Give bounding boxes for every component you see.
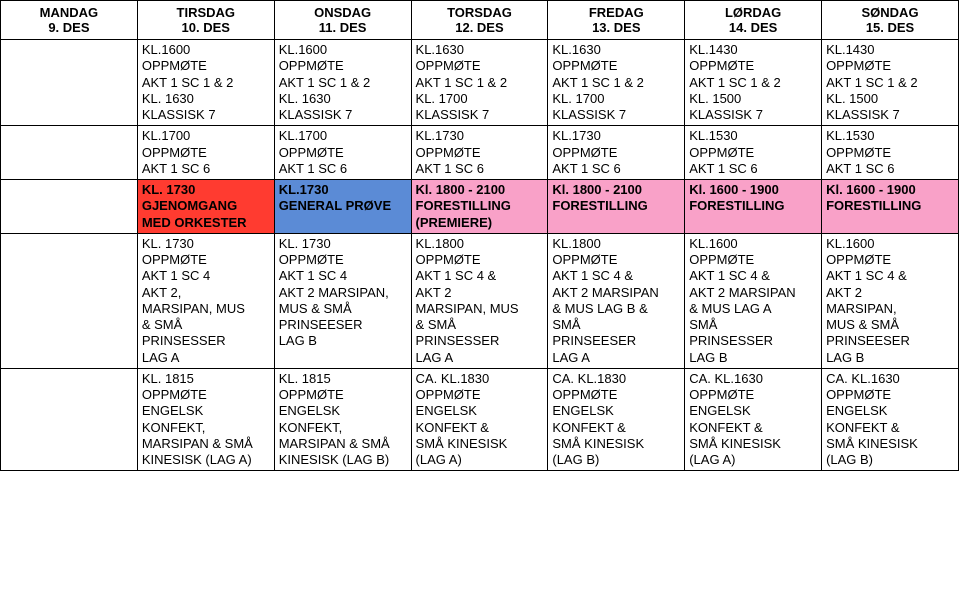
cell-text: KL.1430 OPPMØTE AKT 1 SC 1 & 2 KL. 1500 …: [826, 42, 954, 123]
cell-text: KL.1800 OPPMØTE AKT 1 SC 4 & AKT 2 MARSI…: [552, 236, 680, 366]
table-cell: KL.1800 OPPMØTE AKT 1 SC 4 & AKT 2 MARSI…: [548, 233, 685, 368]
cell-text: KL. 1730 GJENOMGANG MED ORKESTER: [142, 182, 270, 231]
table-cell: KL. 1730 GJENOMGANG MED ORKESTER: [137, 180, 274, 234]
table-cell: KL.1600 OPPMØTE AKT 1 SC 4 & AKT 2 MARSI…: [685, 233, 822, 368]
cell-text: Kl. 1800 - 2100 FORESTILLING: [552, 182, 680, 215]
table-cell: KL. 1730 OPPMØTE AKT 1 SC 4 AKT 2 MARSIP…: [274, 233, 411, 368]
cell-text: Kl. 1800 - 2100 FORESTILLING (PREMIERE): [416, 182, 544, 231]
header-date: 10. DES: [140, 20, 272, 35]
cell-text: KL. 1815 OPPMØTE ENGELSK KONFEKT, MARSIP…: [142, 371, 270, 469]
cell-text: KL.1730 OPPMØTE AKT 1 SC 6: [416, 128, 544, 177]
header-cell: MANDAG9. DES: [1, 1, 138, 40]
table-cell: KL.1730 OPPMØTE AKT 1 SC 6: [411, 126, 548, 180]
cell-text: KL.1730 GENERAL PRØVE: [279, 182, 407, 215]
header-date: 15. DES: [824, 20, 956, 35]
header-cell: LØRDAG14. DES: [685, 1, 822, 40]
cell-text: KL.1600 OPPMØTE AKT 1 SC 4 & AKT 2 MARSI…: [689, 236, 817, 366]
table-cell: Kl. 1800 - 2100 FORESTILLING (PREMIERE): [411, 180, 548, 234]
table-cell: KL.1800 OPPMØTE AKT 1 SC 4 & AKT 2 MARSI…: [411, 233, 548, 368]
cell-text: KL.1530 OPPMØTE AKT 1 SC 6: [826, 128, 954, 177]
cell-text: CA. KL.1630 OPPMØTE ENGELSK KONFEKT & SM…: [826, 371, 954, 469]
header-day: FREDAG: [550, 5, 682, 20]
cell-text: KL.1800 OPPMØTE AKT 1 SC 4 & AKT 2 MARSI…: [416, 236, 544, 366]
header-date: 9. DES: [3, 20, 135, 35]
cell-text: KL. 1730 OPPMØTE AKT 1 SC 4 AKT 2, MARSI…: [142, 236, 270, 366]
table-cell: KL. 1815 OPPMØTE ENGELSK KONFEKT, MARSIP…: [274, 368, 411, 471]
cell-text: CA. KL.1830 OPPMØTE ENGELSK KONFEKT & SM…: [552, 371, 680, 469]
table-cell: [1, 368, 138, 471]
table-cell: [1, 126, 138, 180]
cell-text: KL.1600 OPPMØTE AKT 1 SC 4 & AKT 2 MARSI…: [826, 236, 954, 366]
table-cell: Kl. 1600 - 1900 FORESTILLING: [685, 180, 822, 234]
header-day: TIRSDAG: [140, 5, 272, 20]
header-cell: FREDAG13. DES: [548, 1, 685, 40]
table-cell: KL.1600 OPPMØTE AKT 1 SC 1 & 2 KL. 1630 …: [274, 40, 411, 126]
table-cell: CA. KL.1830 OPPMØTE ENGELSK KONFEKT & SM…: [411, 368, 548, 471]
table-row: KL.1600 OPPMØTE AKT 1 SC 1 & 2 KL. 1630 …: [1, 40, 959, 126]
table-row: KL. 1815 OPPMØTE ENGELSK KONFEKT, MARSIP…: [1, 368, 959, 471]
header-date: 12. DES: [414, 20, 546, 35]
table-cell: KL.1530 OPPMØTE AKT 1 SC 6: [685, 126, 822, 180]
cell-text: KL.1730 OPPMØTE AKT 1 SC 6: [552, 128, 680, 177]
cell-text: KL.1700 OPPMØTE AKT 1 SC 6: [279, 128, 407, 177]
cell-text: CA. KL.1630 OPPMØTE ENGELSK KONFEKT & SM…: [689, 371, 817, 469]
table-cell: KL.1630 OPPMØTE AKT 1 SC 1 & 2 KL. 1700 …: [411, 40, 548, 126]
table-cell: [1, 233, 138, 368]
table-cell: CA. KL.1630 OPPMØTE ENGELSK KONFEKT & SM…: [822, 368, 959, 471]
header-day: ONSDAG: [277, 5, 409, 20]
table-cell: [1, 40, 138, 126]
header-cell: TORSDAG12. DES: [411, 1, 548, 40]
table-cell: KL.1430 OPPMØTE AKT 1 SC 1 & 2 KL. 1500 …: [822, 40, 959, 126]
table-cell: KL.1730 GENERAL PRØVE: [274, 180, 411, 234]
cell-text: KL.1600 OPPMØTE AKT 1 SC 1 & 2 KL. 1630 …: [142, 42, 270, 123]
table-cell: KL.1630 OPPMØTE AKT 1 SC 1 & 2 KL. 1700 …: [548, 40, 685, 126]
cell-text: KL.1700 OPPMØTE AKT 1 SC 6: [142, 128, 270, 177]
header-row: MANDAG9. DESTIRSDAG10. DESONSDAG11. DEST…: [1, 1, 959, 40]
cell-text: KL. 1730 OPPMØTE AKT 1 SC 4 AKT 2 MARSIP…: [279, 236, 407, 350]
table-cell: KL. 1815 OPPMØTE ENGELSK KONFEKT, MARSIP…: [137, 368, 274, 471]
cell-text: KL.1600 OPPMØTE AKT 1 SC 1 & 2 KL. 1630 …: [279, 42, 407, 123]
table-cell: KL.1530 OPPMØTE AKT 1 SC 6: [822, 126, 959, 180]
cell-text: KL.1430 OPPMØTE AKT 1 SC 1 & 2 KL. 1500 …: [689, 42, 817, 123]
header-date: 13. DES: [550, 20, 682, 35]
table-cell: CA. KL.1830 OPPMØTE ENGELSK KONFEKT & SM…: [548, 368, 685, 471]
cell-text: KL.1530 OPPMØTE AKT 1 SC 6: [689, 128, 817, 177]
table-cell: KL. 1730 OPPMØTE AKT 1 SC 4 AKT 2, MARSI…: [137, 233, 274, 368]
schedule-table: MANDAG9. DESTIRSDAG10. DESONSDAG11. DEST…: [0, 0, 959, 471]
cell-text: CA. KL.1830 OPPMØTE ENGELSK KONFEKT & SM…: [416, 371, 544, 469]
table-cell: CA. KL.1630 OPPMØTE ENGELSK KONFEKT & SM…: [685, 368, 822, 471]
header-day: LØRDAG: [687, 5, 819, 20]
table-row: KL.1700 OPPMØTE AKT 1 SC 6KL.1700 OPPMØT…: [1, 126, 959, 180]
table-cell: KL.1600 OPPMØTE AKT 1 SC 1 & 2 KL. 1630 …: [137, 40, 274, 126]
table-row: KL. 1730 OPPMØTE AKT 1 SC 4 AKT 2, MARSI…: [1, 233, 959, 368]
cell-text: KL.1630 OPPMØTE AKT 1 SC 1 & 2 KL. 1700 …: [552, 42, 680, 123]
cell-text: Kl. 1600 - 1900 FORESTILLING: [689, 182, 817, 215]
header-day: MANDAG: [3, 5, 135, 20]
header-date: 11. DES: [277, 20, 409, 35]
table-cell: Kl. 1800 - 2100 FORESTILLING: [548, 180, 685, 234]
table-cell: KL.1430 OPPMØTE AKT 1 SC 1 & 2 KL. 1500 …: [685, 40, 822, 126]
table-cell: [1, 180, 138, 234]
header-cell: SØNDAG15. DES: [822, 1, 959, 40]
table-row: KL. 1730 GJENOMGANG MED ORKESTER KL.1730 …: [1, 180, 959, 234]
header-cell: TIRSDAG10. DES: [137, 1, 274, 40]
header-day: TORSDAG: [414, 5, 546, 20]
table-cell: KL.1700 OPPMØTE AKT 1 SC 6: [137, 126, 274, 180]
cell-text: Kl. 1600 - 1900 FORESTILLING: [826, 182, 954, 215]
table-cell: Kl. 1600 - 1900 FORESTILLING: [822, 180, 959, 234]
table-cell: KL.1700 OPPMØTE AKT 1 SC 6: [274, 126, 411, 180]
cell-text: KL.1630 OPPMØTE AKT 1 SC 1 & 2 KL. 1700 …: [416, 42, 544, 123]
header-cell: ONSDAG11. DES: [274, 1, 411, 40]
header-date: 14. DES: [687, 20, 819, 35]
table-cell: KL.1600 OPPMØTE AKT 1 SC 4 & AKT 2 MARSI…: [822, 233, 959, 368]
cell-text: KL. 1815 OPPMØTE ENGELSK KONFEKT, MARSIP…: [279, 371, 407, 469]
table-cell: KL.1730 OPPMØTE AKT 1 SC 6: [548, 126, 685, 180]
header-day: SØNDAG: [824, 5, 956, 20]
